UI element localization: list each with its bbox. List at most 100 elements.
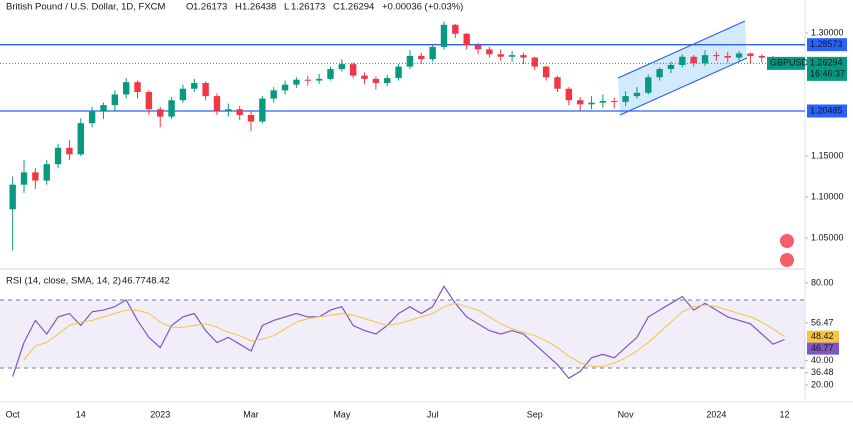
candle-body xyxy=(713,55,720,57)
candle-body xyxy=(690,56,697,64)
candle-body xyxy=(168,100,175,117)
y-tick-label: 48.42 xyxy=(811,331,834,341)
candle-body xyxy=(327,69,334,79)
price-label: 1.28573 xyxy=(810,39,843,49)
candle-body xyxy=(656,69,663,78)
rsi-value: 48.42 xyxy=(146,276,170,287)
candle-body xyxy=(645,77,652,93)
ohlc-prefix: H xyxy=(235,2,242,13)
candle-body xyxy=(724,55,731,58)
x-tick-label: Nov xyxy=(618,409,635,419)
y-tick-label: 1.05000 xyxy=(811,232,844,242)
candle-body xyxy=(157,109,164,117)
value-box xyxy=(807,330,839,343)
candle-body xyxy=(565,88,573,101)
rsi-title: RSI (14, close, SMA, 14, 2) xyxy=(6,276,121,287)
ohlc-value: 1.26173 xyxy=(193,2,227,13)
x-tick-label: 12 xyxy=(779,409,789,419)
ohlc-value: 1.26173 xyxy=(291,2,325,13)
candle-body xyxy=(429,46,436,60)
candle-body xyxy=(440,24,448,47)
x-tick-label: 14 xyxy=(76,409,86,419)
candle-body xyxy=(225,109,232,111)
y-tick-label: 46.77 xyxy=(811,343,834,353)
ohlc-value: 1.26294 xyxy=(340,2,374,13)
change-label: +0.00036 (+0.03%) xyxy=(382,2,463,13)
candle-body xyxy=(542,66,550,78)
event-flag[interactable] xyxy=(780,234,794,248)
candle-body xyxy=(735,53,743,58)
y-tick-label: 40.00 xyxy=(811,355,834,365)
symbol-label: GBPUSD xyxy=(770,58,809,68)
candle-body xyxy=(9,184,16,210)
candle-body xyxy=(497,54,504,57)
candle-body xyxy=(293,79,300,85)
x-tick-label: 2024 xyxy=(706,409,726,419)
candle-body xyxy=(88,110,96,124)
candle-body xyxy=(611,101,618,103)
candle-body xyxy=(20,172,28,185)
candle-body xyxy=(134,82,141,93)
y-tick-label: 80.00 xyxy=(811,277,834,287)
price-label-box xyxy=(807,38,847,52)
candle-body xyxy=(384,78,391,83)
event-flag[interactable] xyxy=(780,253,794,267)
candle-body xyxy=(32,172,39,181)
candle-body xyxy=(304,79,311,81)
price-label-box xyxy=(807,104,847,118)
rsi-line xyxy=(12,285,785,379)
candle-body xyxy=(191,82,198,89)
candle-body xyxy=(361,75,368,79)
candle-body xyxy=(576,100,584,105)
candle-body xyxy=(122,82,130,95)
candle-body xyxy=(452,24,459,34)
ohlc-prefix: O xyxy=(186,2,193,13)
ohlc-value: 1.26438 xyxy=(242,2,276,13)
countdown: 16:46:37 xyxy=(810,69,845,79)
candle-body xyxy=(259,98,266,122)
rsi-value: 46.77 xyxy=(122,276,146,287)
x-tick-label: May xyxy=(333,409,351,419)
candle-body xyxy=(418,55,425,60)
candle-body xyxy=(486,49,493,55)
candle-body xyxy=(701,55,709,64)
candle-body xyxy=(588,102,595,105)
candle-body xyxy=(213,96,221,111)
ohlc-prefix: C xyxy=(333,2,340,13)
candle-body xyxy=(599,101,607,103)
symbol-box xyxy=(767,56,805,70)
candle-body xyxy=(463,33,470,46)
candle-body xyxy=(202,82,209,97)
candle-body xyxy=(281,84,289,91)
candle-body xyxy=(145,92,153,110)
candle-body xyxy=(622,96,629,102)
candle-body xyxy=(247,114,255,122)
candle-body xyxy=(679,56,686,65)
candle-body xyxy=(520,55,527,58)
candle-body xyxy=(633,92,641,97)
candle-body xyxy=(270,90,277,99)
y-tick-label: 56.47 xyxy=(811,317,834,327)
candle-body xyxy=(66,147,73,155)
candle-body xyxy=(43,164,50,181)
y-tick-label: 36.48 xyxy=(811,367,834,377)
candle-body xyxy=(179,88,187,101)
candle-body xyxy=(111,94,119,106)
candle-body xyxy=(554,77,561,89)
candle-body xyxy=(531,57,538,67)
ohlc-prefix: L xyxy=(284,2,289,13)
x-tick-label: Jul xyxy=(427,409,439,419)
candle-body xyxy=(100,105,107,111)
candle-body xyxy=(474,45,482,50)
last-price-label: 1.26294 xyxy=(810,58,843,68)
candle-body xyxy=(236,109,243,115)
candle-body xyxy=(349,64,357,76)
candle-body xyxy=(338,64,346,70)
candle-body xyxy=(372,78,380,83)
candle-body xyxy=(667,64,675,70)
x-tick-label: Mar xyxy=(243,409,259,419)
candle-body xyxy=(54,147,62,165)
